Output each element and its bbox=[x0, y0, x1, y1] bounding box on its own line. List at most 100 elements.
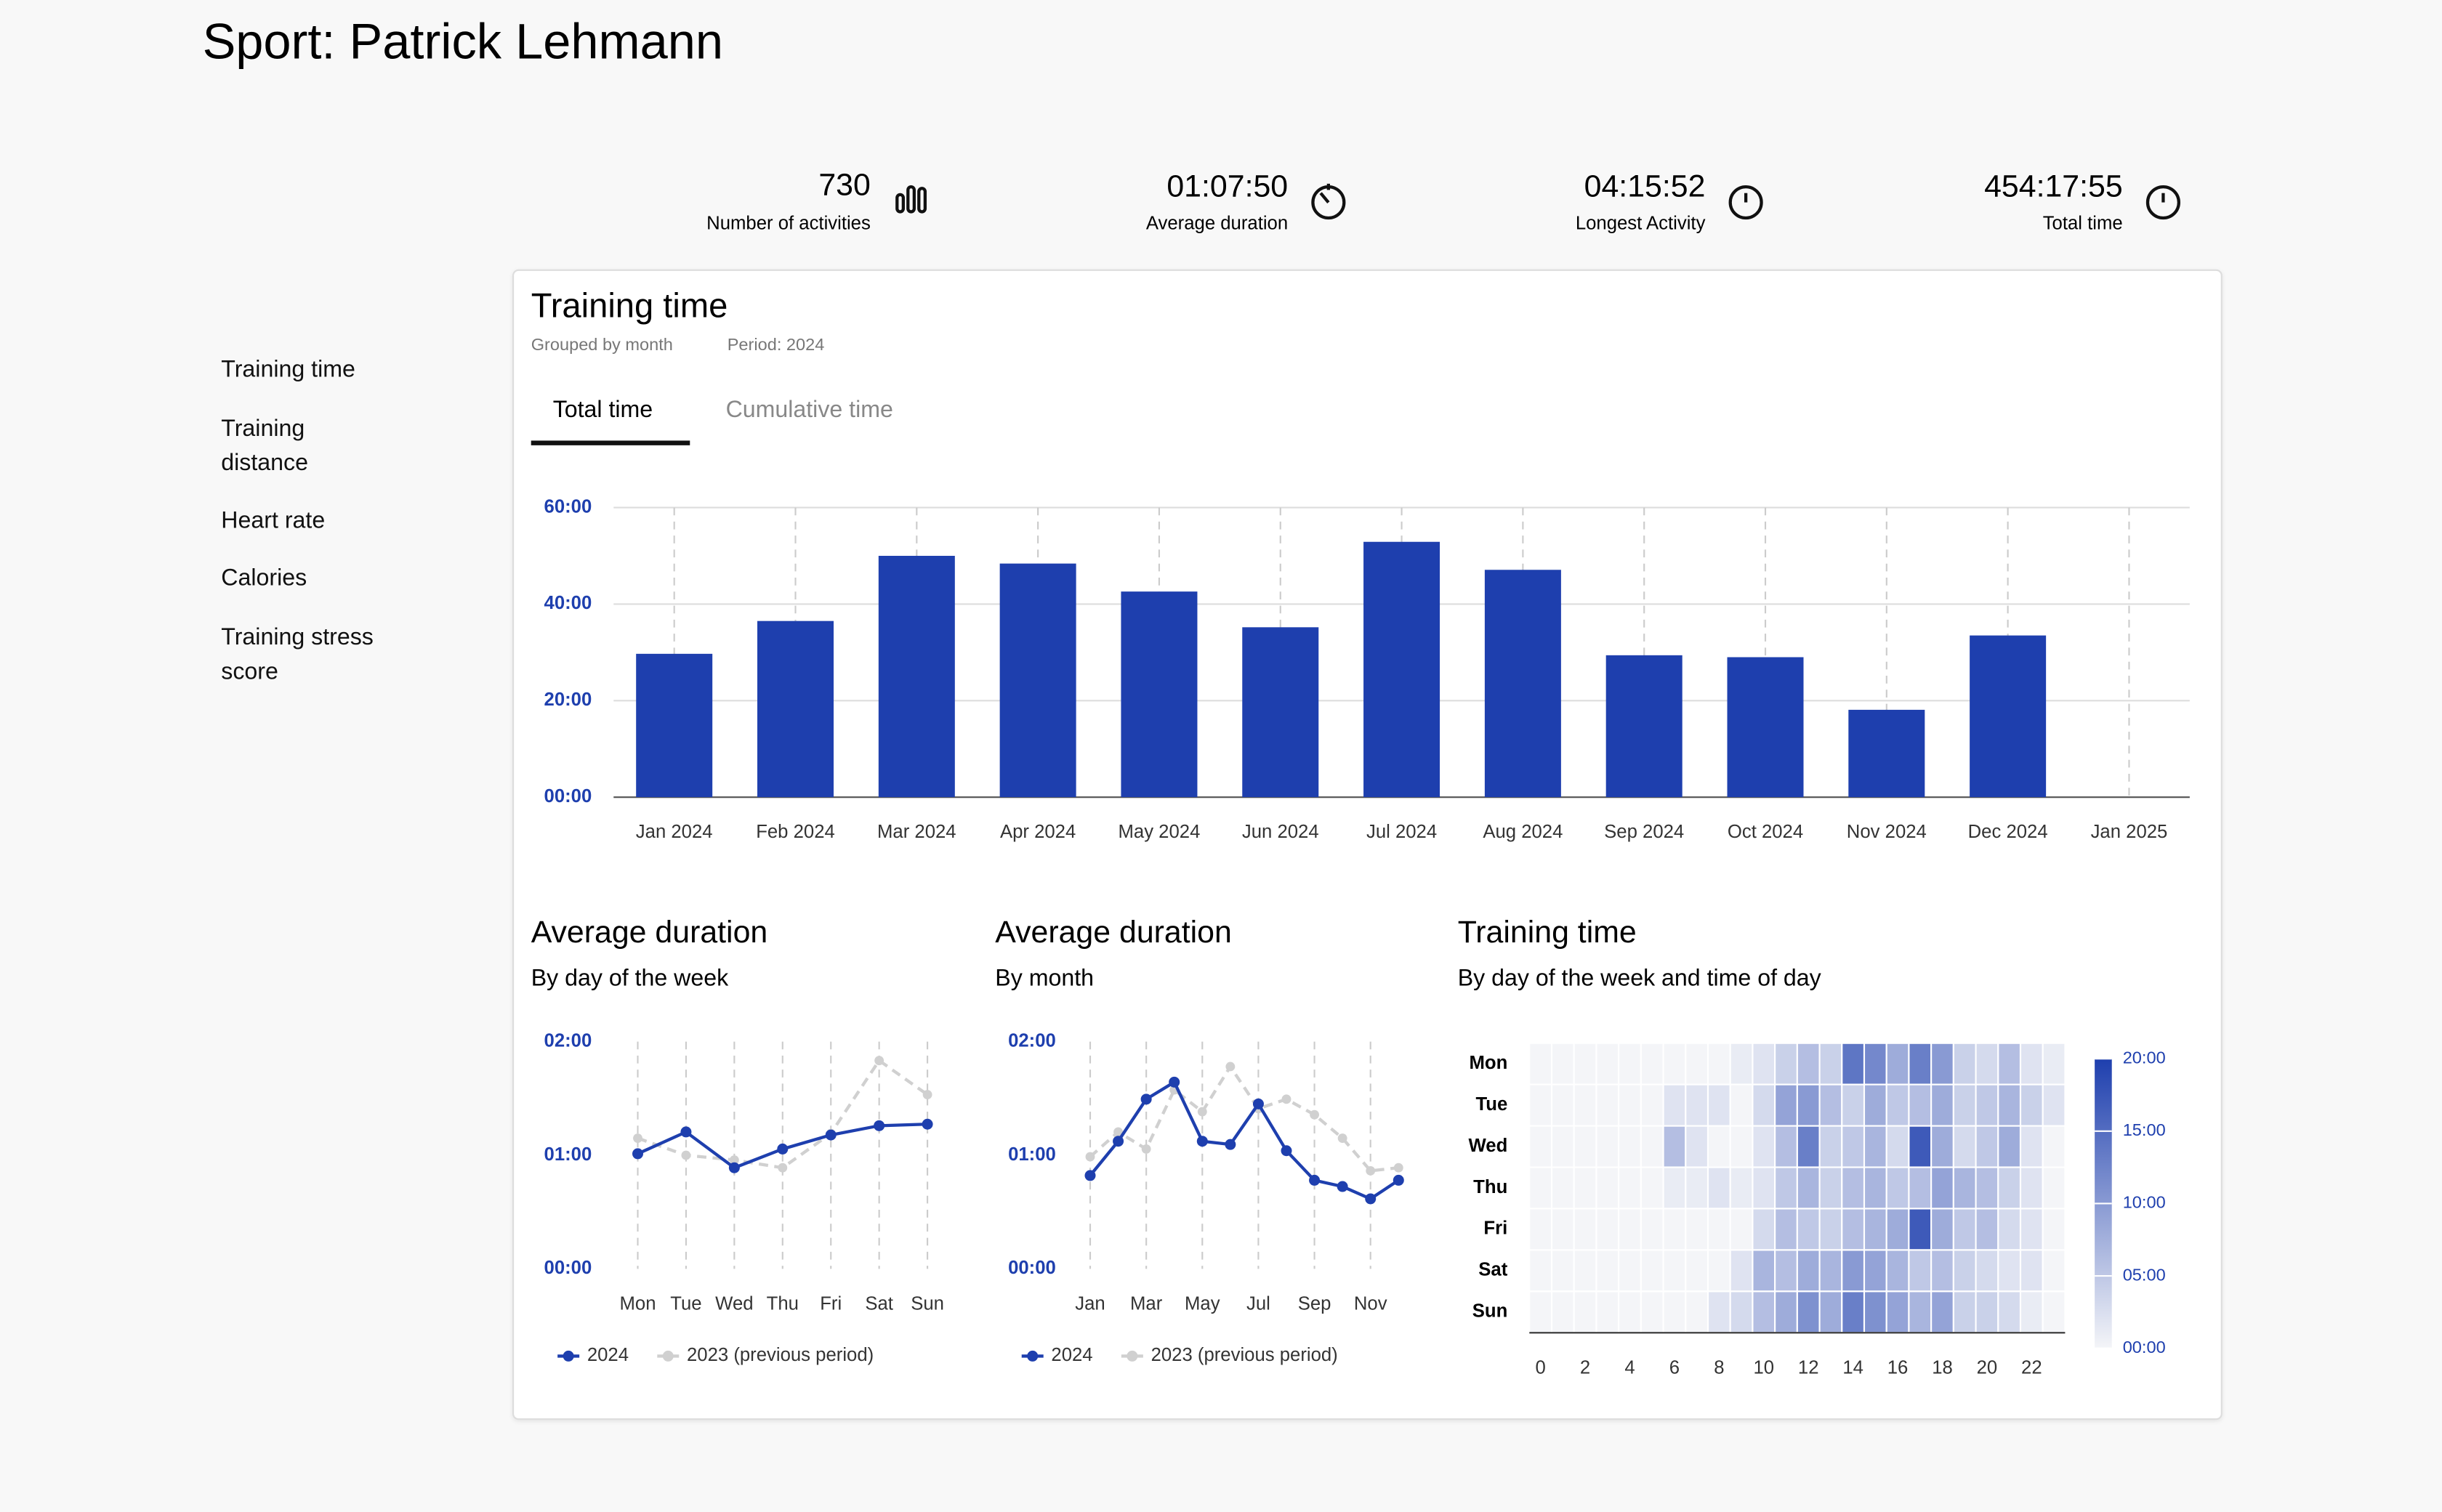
nav-item[interactable]: Training stress score bbox=[221, 624, 374, 685]
heat-cell bbox=[1706, 1166, 1731, 1210]
heat-cell bbox=[1685, 1249, 1709, 1293]
heat-cell bbox=[1573, 1290, 1597, 1334]
x-tick-label: 20 bbox=[1977, 1357, 1998, 1378]
point bbox=[681, 1150, 691, 1160]
heat-cell bbox=[1908, 1125, 1933, 1168]
heat-cell bbox=[2019, 1290, 2044, 1334]
point bbox=[922, 1118, 933, 1130]
heat-cell bbox=[2019, 1208, 2044, 1251]
heat-cell bbox=[1618, 1166, 1642, 1210]
heat-cell bbox=[1952, 1125, 1977, 1168]
heat-cell bbox=[1774, 1125, 1798, 1168]
heat-cell bbox=[1863, 1083, 1887, 1127]
heat-cell bbox=[1975, 1290, 1999, 1334]
x-tick-label: Mon bbox=[619, 1294, 656, 1314]
heat-cell bbox=[1885, 1208, 1910, 1251]
tab-active[interactable]: Total time bbox=[553, 396, 653, 422]
heat-cell bbox=[1528, 1083, 1553, 1127]
heat-cell bbox=[1595, 1208, 1620, 1251]
heat-cell bbox=[1863, 1249, 1887, 1293]
bar bbox=[999, 563, 1076, 798]
heat-cell bbox=[1885, 1125, 1910, 1168]
x-tick-label: 2 bbox=[1580, 1357, 1590, 1378]
x-tick-label: Tue bbox=[670, 1294, 701, 1314]
heat-cell bbox=[1573, 1166, 1597, 1210]
heat-cell bbox=[1997, 1083, 2022, 1127]
x-tick-label: Apr 2024 bbox=[1000, 822, 1076, 842]
tab-underline bbox=[531, 440, 690, 445]
heat-cell bbox=[1818, 1166, 1843, 1210]
heat-cell bbox=[1528, 1042, 1553, 1086]
colorbar-label: 20:00 bbox=[2123, 1048, 2166, 1067]
x-tick-label: Sun bbox=[911, 1294, 944, 1314]
point bbox=[1310, 1109, 1319, 1120]
row-label: Tue bbox=[1475, 1094, 1507, 1115]
heat-cell bbox=[1774, 1042, 1798, 1086]
heat-cell bbox=[2042, 1125, 2066, 1168]
heat-cell bbox=[1885, 1249, 1910, 1293]
colorbar-label: 05:00 bbox=[2123, 1265, 2166, 1284]
heat-cell bbox=[1706, 1125, 1731, 1168]
heat-cell bbox=[1550, 1249, 1575, 1293]
row-label: Sat bbox=[1478, 1260, 1507, 1280]
heat-cell bbox=[1796, 1166, 1821, 1210]
stat-icons bbox=[895, 183, 2180, 220]
heat-cell bbox=[1818, 1249, 1843, 1293]
row-label: Fri bbox=[1483, 1218, 1507, 1239]
point bbox=[1337, 1133, 1347, 1143]
x-tick-label: Fri bbox=[820, 1294, 842, 1314]
y-tick-label: 00:00 bbox=[544, 786, 592, 806]
tab[interactable]: Cumulative time bbox=[726, 396, 893, 422]
y-tick-label: 01:00 bbox=[544, 1144, 592, 1165]
nav-item[interactable]: Calories bbox=[221, 565, 307, 592]
heat-cell bbox=[1796, 1083, 1821, 1127]
chart-subtitle: By day of the week bbox=[531, 964, 729, 990]
page-title: Sport: Patrick Lehmann bbox=[203, 13, 723, 69]
heat-cell bbox=[1975, 1208, 1999, 1251]
bar bbox=[1484, 570, 1561, 798]
y-tick-label: 01:00 bbox=[1008, 1144, 1056, 1165]
heat-cell bbox=[2042, 1290, 2066, 1334]
heat-cell bbox=[1863, 1042, 1887, 1086]
heat-cell bbox=[1796, 1125, 1821, 1168]
heat-cell bbox=[1796, 1249, 1821, 1293]
heat-cell bbox=[1550, 1208, 1575, 1251]
heat-cell bbox=[1863, 1166, 1887, 1210]
heat-cell bbox=[1595, 1042, 1620, 1086]
x-tick-label: Aug 2024 bbox=[1483, 822, 1563, 842]
bar bbox=[1605, 655, 1683, 798]
stat-label: Longest Activity bbox=[1576, 213, 1706, 233]
heat-cell bbox=[1774, 1208, 1798, 1251]
point bbox=[633, 1133, 642, 1143]
heat-cell bbox=[1640, 1208, 1664, 1251]
point bbox=[1365, 1193, 1377, 1205]
nav-item[interactable]: Training time bbox=[221, 356, 355, 384]
stat-value: 04:15:52 bbox=[1584, 169, 1706, 204]
heat-cell bbox=[2019, 1166, 2044, 1210]
legend-marker bbox=[563, 1350, 574, 1362]
heat-cell bbox=[1752, 1166, 1776, 1210]
point bbox=[778, 1163, 788, 1173]
heat-cell bbox=[1774, 1249, 1798, 1293]
y-tick-label: 00:00 bbox=[1008, 1258, 1056, 1278]
heat-cell bbox=[1752, 1249, 1776, 1293]
x-tick-label: 14 bbox=[1842, 1357, 1863, 1378]
nav-item[interactable]: Heart rate bbox=[221, 507, 326, 534]
heat-cell bbox=[1975, 1166, 1999, 1210]
nav-item[interactable]: Training distance bbox=[221, 416, 309, 477]
heat-cell bbox=[1752, 1290, 1776, 1334]
heat-cell bbox=[2019, 1042, 2044, 1086]
row-label: Wed bbox=[1468, 1136, 1507, 1156]
heat-cell bbox=[1885, 1042, 1910, 1086]
heat-cell bbox=[1818, 1083, 1843, 1127]
heat-cell bbox=[1908, 1249, 1933, 1293]
x-tick-label: 22 bbox=[2021, 1357, 2042, 1378]
bar bbox=[1848, 709, 1925, 798]
heat-cell bbox=[1796, 1290, 1821, 1334]
heat-cell bbox=[1930, 1125, 1954, 1168]
heat-cell bbox=[1706, 1249, 1731, 1293]
heat-cell bbox=[1908, 1290, 1933, 1334]
point bbox=[1225, 1139, 1236, 1150]
chart-title: Average duration bbox=[531, 915, 768, 950]
x-tick-label: Jul bbox=[1246, 1294, 1270, 1314]
